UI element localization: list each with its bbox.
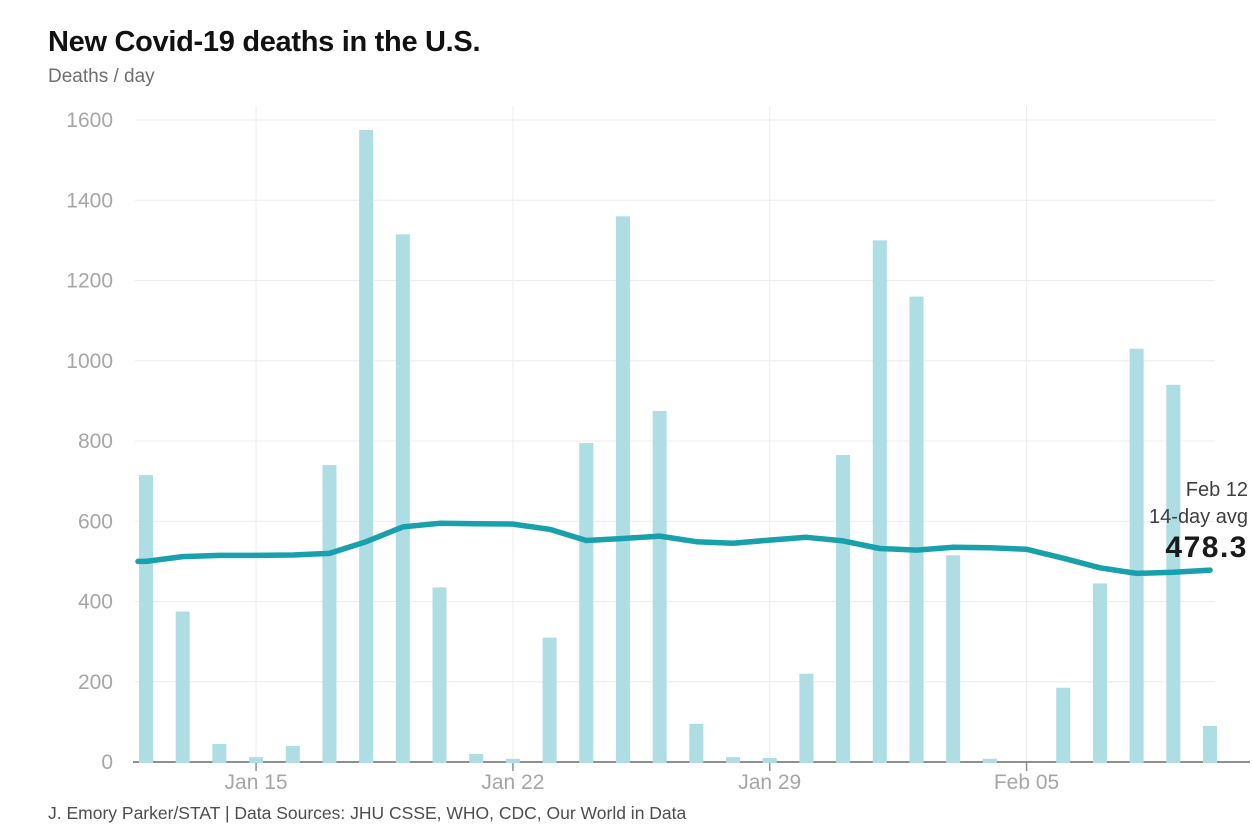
daily-deaths-bar: [139, 475, 153, 763]
y-axis-tick-label: 1200: [66, 270, 113, 293]
y-axis-tick-label: 600: [78, 510, 113, 533]
y-axis-tick-label: 800: [78, 430, 113, 453]
y-axis-tick-label: 1000: [66, 350, 113, 373]
x-axis-tick-label: Jan 15: [225, 771, 288, 794]
line-end-annotation: Feb 12 14-day avg 478.3: [1149, 477, 1248, 565]
daily-deaths-bar: [689, 723, 704, 763]
daily-deaths-bar: [432, 587, 447, 763]
daily-deaths-bar: [395, 234, 410, 763]
daily-deaths-bar: [615, 216, 630, 764]
daily-deaths-bar: [799, 673, 814, 763]
daily-deaths-bar: [285, 745, 300, 763]
daily-deaths-bar: [359, 130, 374, 763]
daily-deaths-bar: [212, 743, 227, 763]
x-axis-tick-label: Jan 22: [481, 771, 544, 794]
daily-deaths-bar: [909, 296, 924, 763]
daily-deaths-bar: [652, 410, 667, 763]
daily-deaths-bar: [505, 758, 520, 763]
daily-deaths-bar: [175, 611, 190, 763]
x-axis-tick-label: Feb 05: [994, 771, 1059, 794]
annotation-series-label: 14-day avg: [1149, 506, 1248, 528]
daily-deaths-bar: [872, 240, 887, 763]
daily-deaths-bar: [322, 465, 337, 763]
y-axis-tick-label: 0: [101, 751, 113, 774]
daily-deaths-bar: [726, 757, 741, 763]
annotation-date: Feb 12: [1185, 479, 1248, 501]
x-axis-tick-label: Jan 29: [738, 771, 801, 794]
daily-deaths-bar: [1056, 687, 1071, 763]
daily-deaths-bar: [982, 758, 997, 763]
y-axis-tick-label: 200: [78, 671, 113, 694]
y-axis-tick-label: 400: [78, 591, 113, 614]
fourteen-day-average-line: [135, 520, 1213, 577]
daily-deaths-bar: [1203, 725, 1217, 763]
annotation-value: 478.3: [1165, 531, 1248, 564]
y-axis-tick-label: 1600: [66, 109, 113, 132]
daily-deaths-bar: [542, 637, 557, 763]
daily-deaths-bar: [1129, 348, 1144, 763]
daily-deaths-bar: [1092, 583, 1107, 763]
source-credit: J. Emory Parker/STAT | Data Sources: JHU…: [48, 803, 687, 823]
chart-y-axis-unit-label: Deaths / day: [48, 66, 155, 87]
y-axis-tick-label: 1400: [66, 189, 113, 212]
daily-deaths-bar: [469, 753, 484, 763]
daily-deaths-bar: [836, 455, 851, 763]
daily-deaths-bar: [249, 757, 264, 763]
daily-deaths-bar: [579, 443, 594, 763]
daily-deaths-bar: [762, 757, 777, 763]
chart-title: New Covid-19 deaths in the U.S.: [48, 26, 481, 58]
daily-deaths-bar: [946, 555, 961, 763]
